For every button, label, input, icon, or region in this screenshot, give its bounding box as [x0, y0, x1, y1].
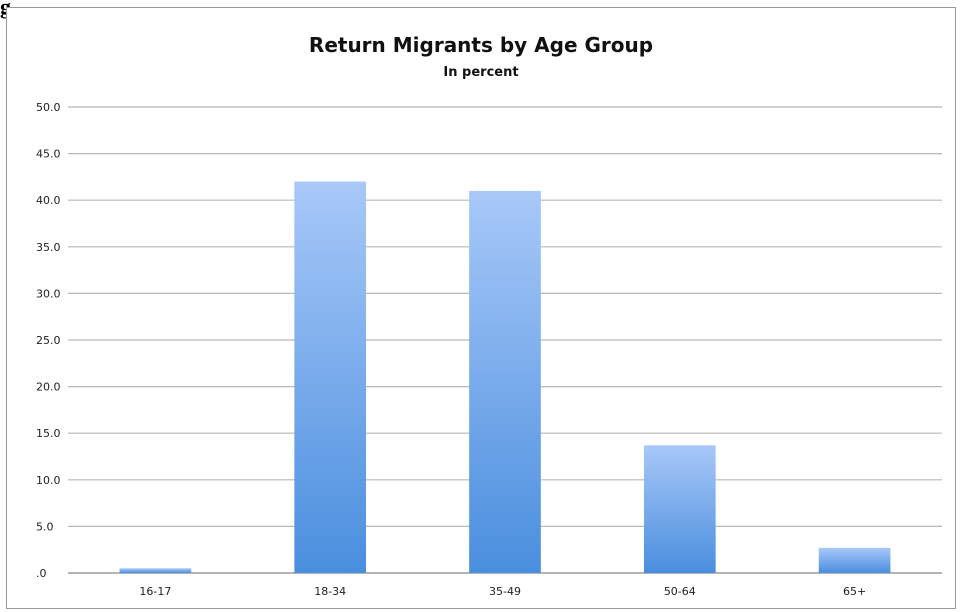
y-tick-label: 15.0 — [36, 427, 61, 440]
bar-35-49 — [469, 190, 541, 573]
y-tick-label: 10.0 — [36, 474, 61, 487]
y-tick-label: 20.0 — [36, 381, 61, 394]
corner-heading-fragment: g — [0, 0, 11, 20]
y-tick-label: 30.0 — [36, 287, 61, 300]
x-axis-tick-labels: 16-17 18-34 35-49 50-64 65+ — [139, 585, 866, 598]
y-tick-label: 35.0 — [36, 241, 61, 254]
y-tick-label: 40.0 — [36, 194, 61, 207]
x-tick-label: 65+ — [843, 585, 866, 598]
chart-title: Return Migrants by Age Group — [308, 33, 654, 57]
y-tick-label: .0 — [36, 567, 47, 580]
y-axis-tick-labels: .0 5.0 10.0 15.0 20.0 25.0 30.0 35.0 40.0 45.0 50.… — [36, 101, 61, 580]
x-tick-label: 50-64 — [664, 585, 696, 598]
bar-16-17 — [119, 568, 192, 573]
chart-subtitle: In percent — [443, 65, 519, 80]
x-tick-label: 18-34 — [314, 585, 346, 598]
x-tick-label: 35-49 — [489, 585, 521, 598]
bar-18-34 — [294, 181, 367, 573]
bars — [119, 181, 891, 573]
x-tick-label: 16-17 — [139, 585, 171, 598]
y-tick-label: 25.0 — [36, 334, 61, 347]
y-tick-label: 50.0 — [36, 101, 61, 114]
bar-65+ — [818, 547, 891, 573]
y-tick-label: 5.0 — [36, 520, 54, 533]
y-tick-label: 45.0 — [36, 148, 61, 161]
bar-50-64 — [643, 445, 716, 573]
